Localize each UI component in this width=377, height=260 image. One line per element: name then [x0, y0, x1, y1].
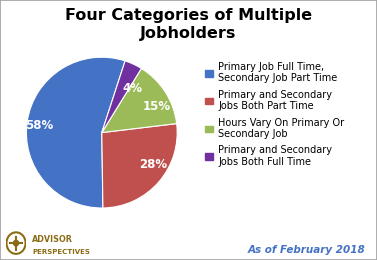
Text: PERSPECTIVES: PERSPECTIVES: [32, 249, 90, 255]
Text: Four Categories of Multiple
Jobholders: Four Categories of Multiple Jobholders: [65, 8, 312, 41]
Legend: Primary Job Full Time,
Secondary Job Part Time, Primary and Secondary
Jobs Both : Primary Job Full Time, Secondary Job Par…: [205, 62, 345, 167]
Text: 4%: 4%: [123, 82, 143, 95]
Circle shape: [14, 240, 18, 246]
Text: 28%: 28%: [139, 158, 167, 171]
Text: 15%: 15%: [143, 100, 171, 113]
Text: As of February 2018: As of February 2018: [248, 245, 366, 255]
Wedge shape: [102, 68, 177, 133]
Wedge shape: [102, 61, 141, 133]
Wedge shape: [26, 57, 125, 208]
Text: 58%: 58%: [25, 119, 53, 132]
Text: ADVISOR: ADVISOR: [32, 235, 73, 244]
Wedge shape: [102, 124, 177, 208]
